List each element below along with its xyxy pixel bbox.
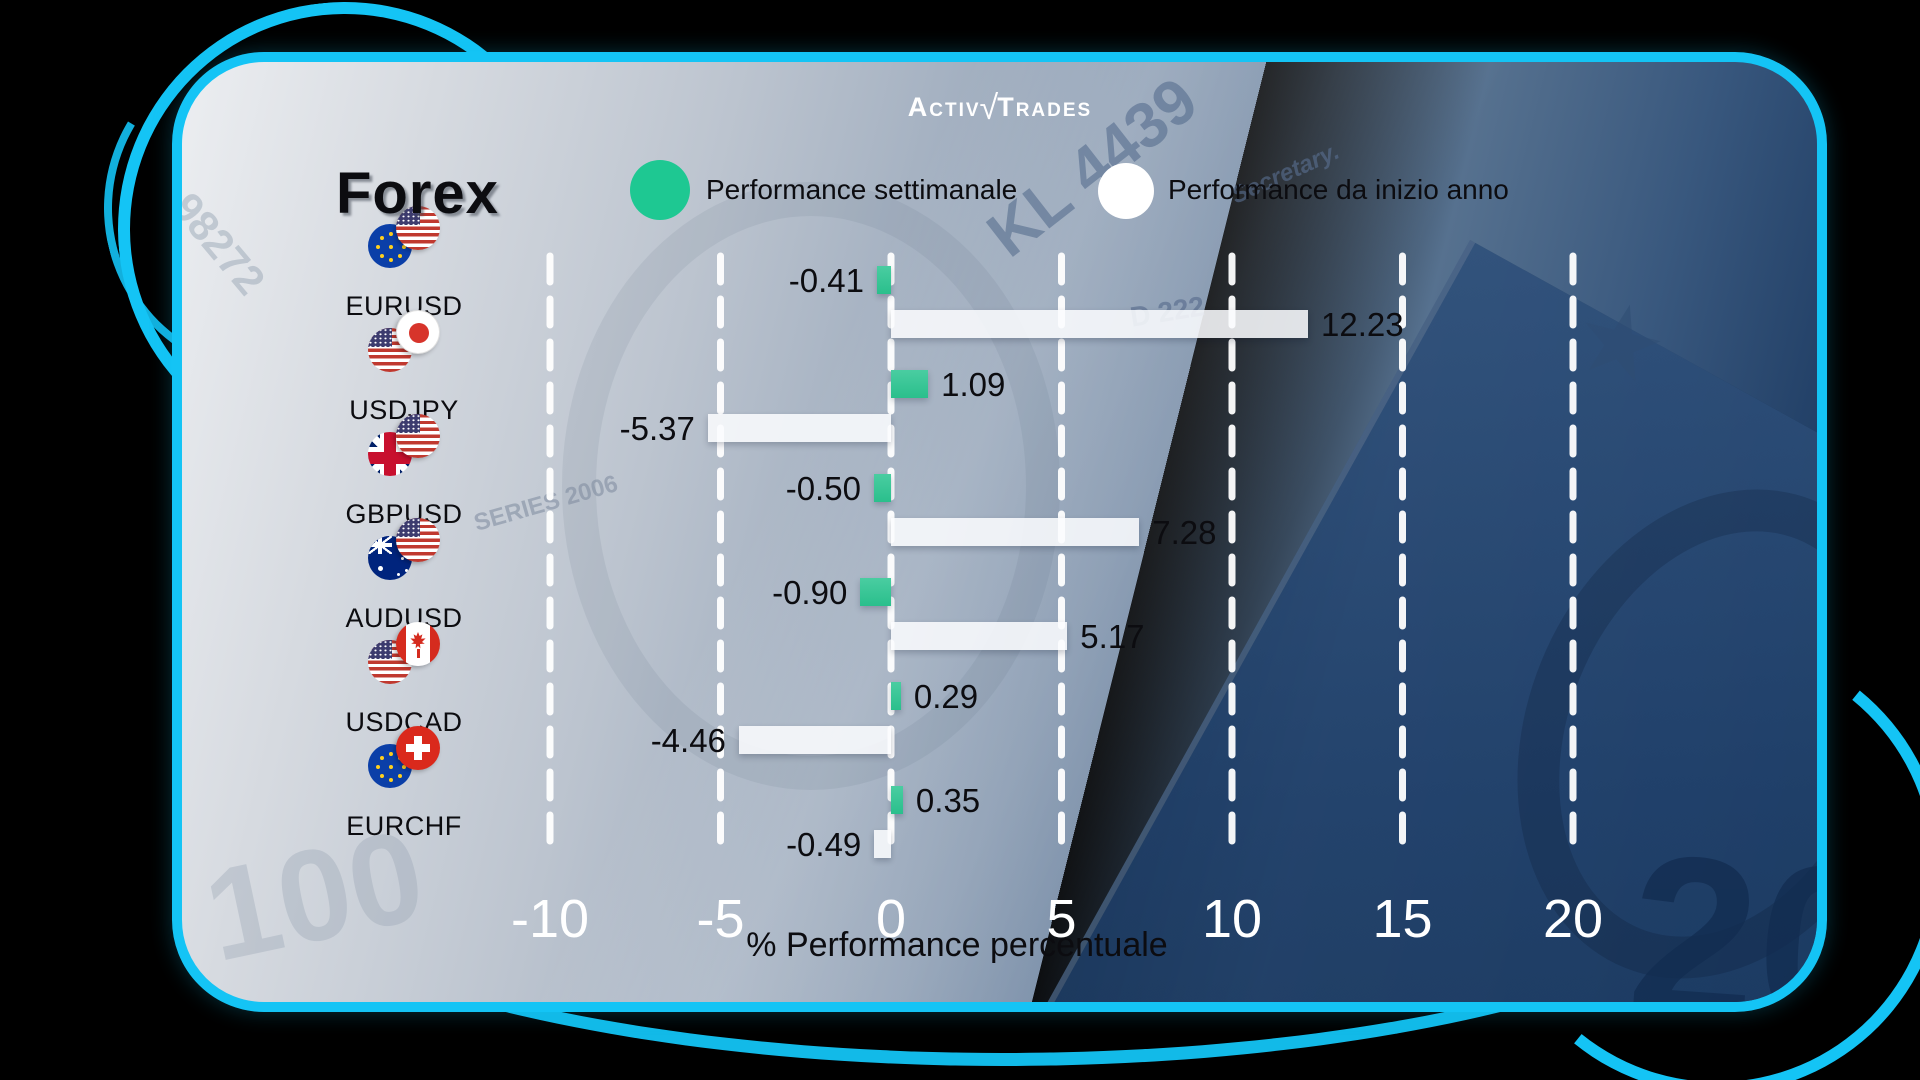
page-title: Forex bbox=[336, 161, 499, 226]
ytd-legend-dot-icon bbox=[1098, 163, 1154, 219]
logo-check-mark: √ bbox=[979, 89, 1001, 127]
legend-label-ytd: Performance da inizio anno bbox=[1168, 174, 1509, 205]
weekly-legend-dot-icon bbox=[630, 160, 690, 220]
activtrades-logo: Activ√Trades bbox=[860, 91, 1140, 125]
legend-label-weekly: Performance settimanale bbox=[706, 174, 1018, 205]
logo-part1: Activ bbox=[907, 92, 981, 122]
logo-part2: Trades bbox=[997, 92, 1093, 122]
x-axis-title: % Performance percentuale bbox=[746, 926, 1168, 964]
